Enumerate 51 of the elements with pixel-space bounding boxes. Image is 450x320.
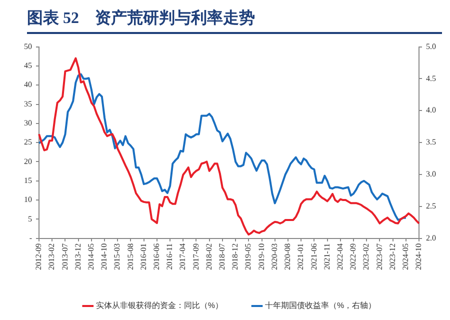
x-tick-label: 2020-08 [283,243,292,270]
x-tick-label: 2017-04 [178,243,188,270]
y-tick-label: 25 [24,138,32,147]
y2-tick-label: 3.0 [426,170,436,179]
x-tick-label: 2013-07 [60,243,70,270]
x-tick-label: 2024-10 [414,243,424,270]
x-tick-label: 2014-10 [100,243,109,270]
x-tick-label: 2023-07 [374,243,384,270]
x-tick-label: 2022-09 [348,243,358,270]
y2-tick-label: 3.5 [426,138,436,147]
y-tick-label: 5 [28,214,32,224]
x-tick-label: 2021-11 [322,243,332,270]
x-tick-label: 2012-09 [34,243,44,270]
legend-label: 实体从非银获得的资金：同比（%） [96,301,224,310]
y-tick-label: 35 [24,99,32,108]
y-tick-label: 15 [24,176,32,185]
x-tick-label: 2018-12 [230,243,240,270]
y-tick-label: 10 [24,195,32,204]
x-tick-label: 2016-06 [152,243,162,270]
x-tick-label: 2022-04 [335,243,344,270]
x-tick-label: 2023-12 [388,243,397,270]
y-tick-label: 20 [24,156,32,166]
y2-tick-label: 5.0 [426,42,436,51]
y-tick-label: - [29,233,32,242]
chart-title: 图表 52 资产荒研判与利率走势 [27,8,442,34]
x-tick-label: 2015-03 [112,243,122,270]
x-tick-label: 2021-01 [296,243,306,270]
x-tick-label: 2013-02 [47,243,56,270]
x-tick-label: 2019-10 [256,243,266,270]
x-tick-label: 2023-02 [362,243,371,270]
x-tick-label: 2020-03 [270,243,279,270]
y2-tick-label: 4.5 [426,74,436,83]
y2-tick-label: 2.5 [426,202,436,211]
x-tick-label: 2024-05 [400,243,410,270]
legend-label: 十年期国债收益率（%，右轴） [265,301,376,310]
x-tick-label: 2021-06 [309,243,318,270]
y2-tick-label: 4.0 [426,106,436,115]
x-tick-label: 2017-09 [191,243,200,270]
y-tick-label: 40 [24,80,32,90]
x-tick-label: 2016-11 [165,243,174,270]
y2-tick-label: 2.0 [426,233,436,242]
x-tick-label: 2014-05 [86,243,96,270]
x-tick-label: 2016-01 [138,243,148,270]
x-tick-label: 2013-12 [73,243,82,270]
y-tick-label: 45 [24,61,32,70]
x-tick-label: 2015-08 [126,243,135,270]
x-tick-label: 2019-05 [244,243,253,270]
x-tick-label: 2018-02 [204,243,214,270]
y-tick-label: 30 [24,118,32,128]
x-tick-label: 2018-07 [218,243,227,270]
y-tick-label: 50 [24,42,32,51]
